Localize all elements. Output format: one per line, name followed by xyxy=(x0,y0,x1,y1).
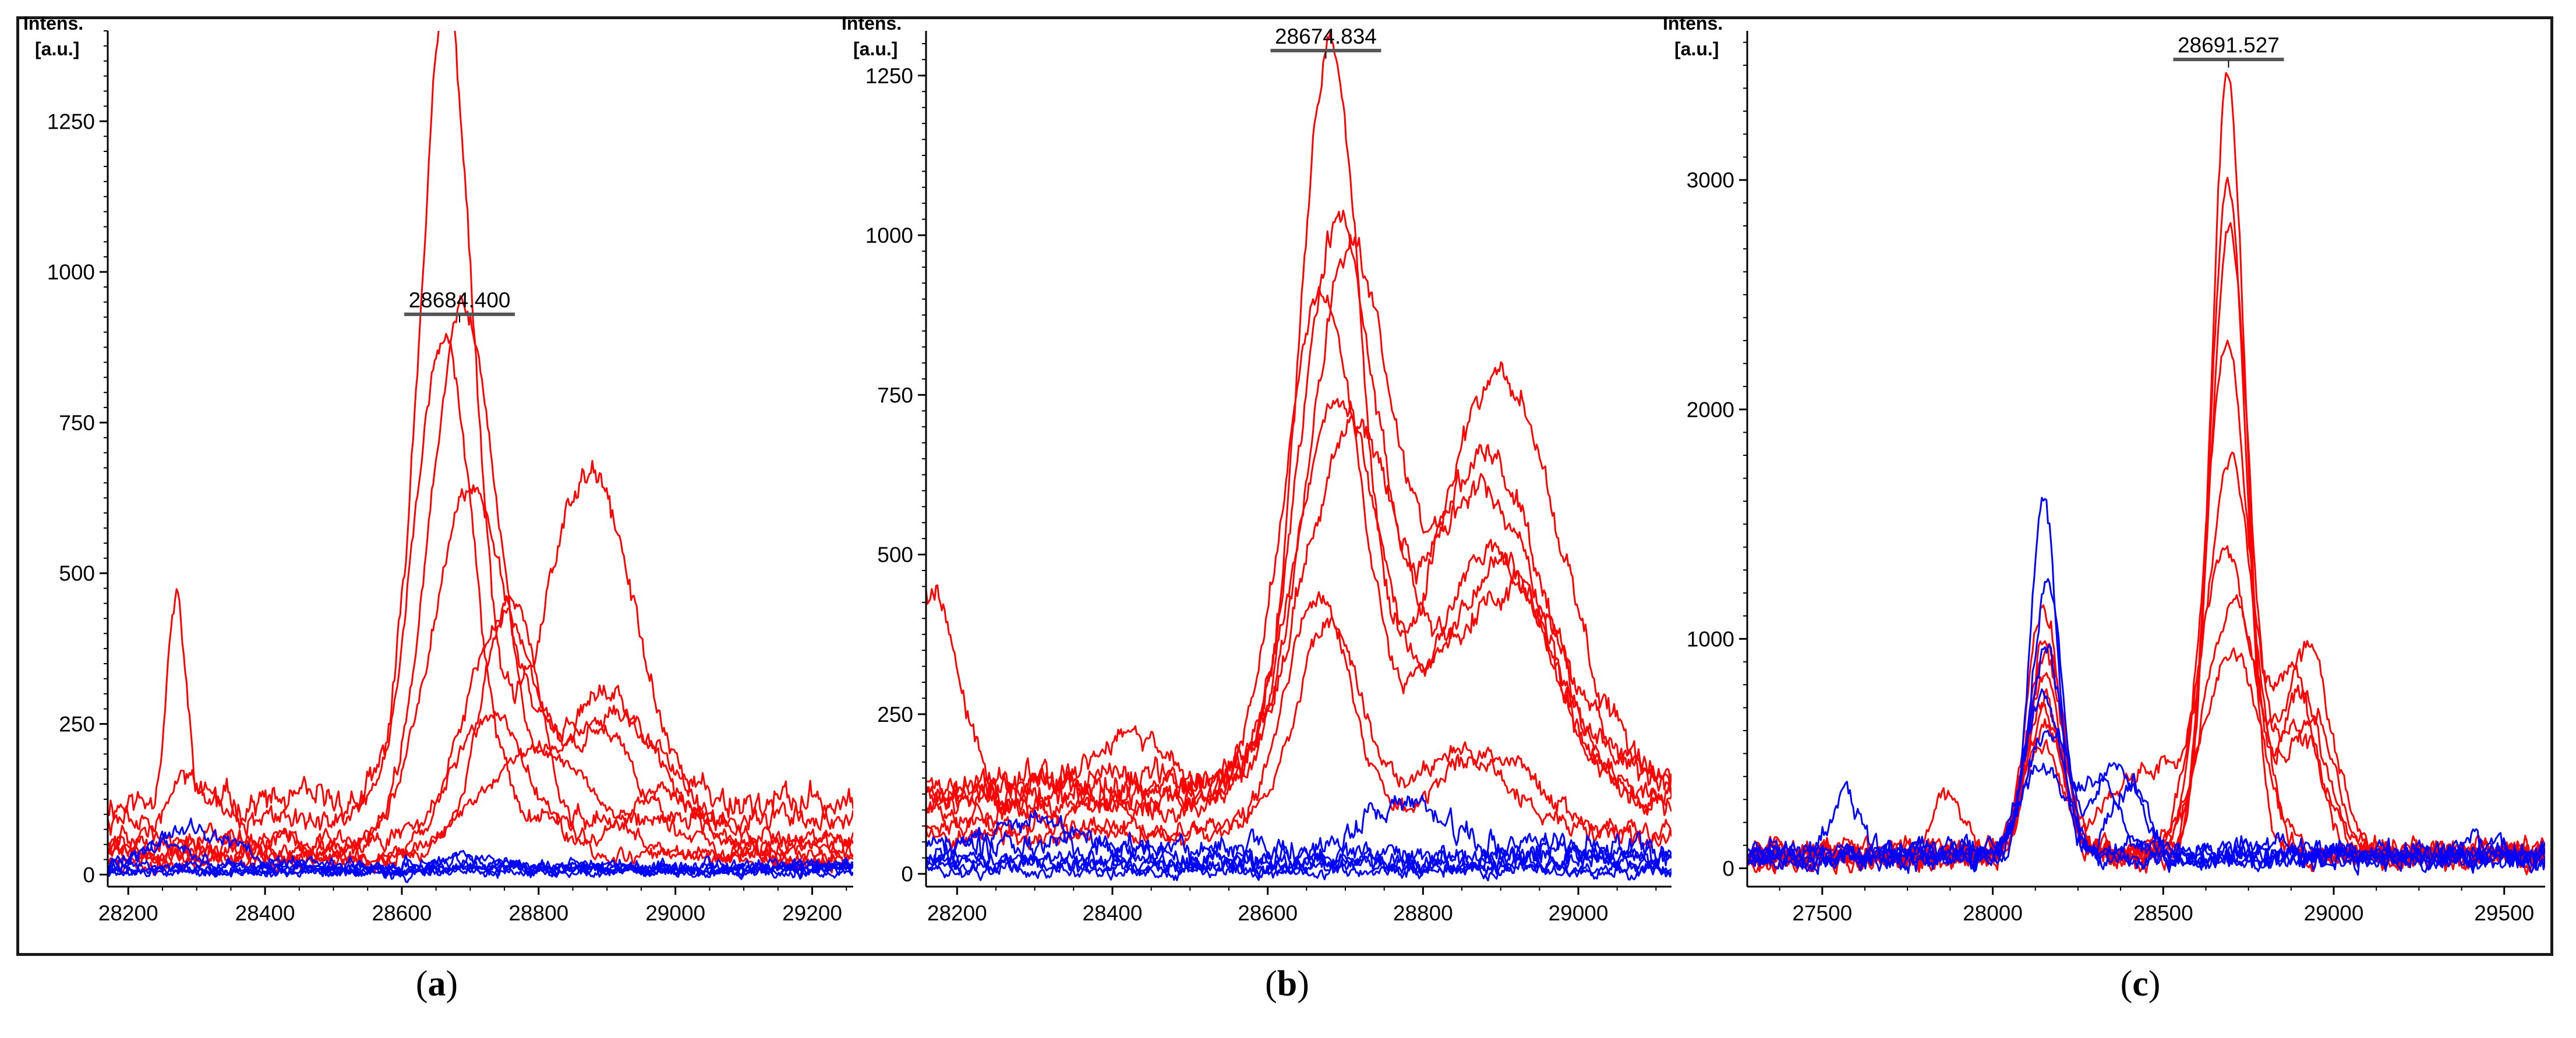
series-line xyxy=(108,607,853,855)
panel-letter-b: (b) xyxy=(1265,964,1309,1004)
series-line xyxy=(926,415,1672,809)
series-line xyxy=(926,398,1672,828)
peak-annotation-label: 28674.834 xyxy=(1275,24,1377,48)
series-line xyxy=(926,210,1672,810)
series-line xyxy=(1747,497,2545,873)
y-tick-label: 1000 xyxy=(47,260,95,284)
series-line xyxy=(1747,222,2545,873)
y-tick-label: 3000 xyxy=(1687,168,1734,192)
series-line xyxy=(1747,176,2545,872)
y-unit-label-line1: Intens. xyxy=(23,13,83,34)
y-tick-label: 1250 xyxy=(865,64,913,88)
series-line xyxy=(108,295,853,869)
series-line xyxy=(1747,451,2545,875)
series-line xyxy=(926,616,1672,846)
peak-annotation-label: 28684.400 xyxy=(409,288,511,312)
series-line xyxy=(108,31,853,823)
y-tick-label: 1250 xyxy=(47,109,95,133)
x-tick-label: 29200 xyxy=(782,901,842,925)
x-tick-label: 29000 xyxy=(645,901,705,925)
series-line xyxy=(1747,578,2545,872)
series-line xyxy=(926,286,1672,823)
x-tick-label: 28000 xyxy=(1963,901,2023,925)
series-line xyxy=(1747,763,2545,874)
series-line xyxy=(108,332,853,838)
series-line xyxy=(926,832,1672,878)
x-tick-label: 28600 xyxy=(1238,901,1298,925)
y-unit-label-line2: [a.u.] xyxy=(35,38,79,59)
x-tick-label: 28200 xyxy=(98,901,158,925)
panel-letter-c: (c) xyxy=(2120,964,2161,1004)
y-tick-label: 0 xyxy=(1722,856,1734,880)
x-tick-label: 29000 xyxy=(1549,901,1609,925)
y-tick-label: 500 xyxy=(59,562,95,586)
y-tick-label: 2000 xyxy=(1687,398,1734,421)
y-unit-label-line1: Intens. xyxy=(842,13,902,34)
x-tick-label: 28500 xyxy=(2133,901,2193,925)
y-tick-label: 1000 xyxy=(1687,627,1734,651)
y-tick-label: 250 xyxy=(59,712,95,736)
chart-panel-c: Intens. [a.u.] 0 1000 2000 3000 27500 28000 2850… xyxy=(1663,13,2545,925)
y-tick-label: 0 xyxy=(901,862,913,886)
peak-annotation-label: 28691.527 xyxy=(2178,33,2280,57)
y-unit-label-line2: [a.u.] xyxy=(853,38,897,59)
x-tick-label: 28400 xyxy=(1083,901,1143,925)
x-tick-label: 29500 xyxy=(2474,901,2534,925)
y-tick-label: 250 xyxy=(877,703,913,727)
y-tick-label: 500 xyxy=(877,543,913,567)
series-line xyxy=(1747,72,2545,874)
x-tick-label: 28600 xyxy=(372,901,432,925)
x-tick-label: 28800 xyxy=(1393,901,1453,925)
chart-panel-b: Intens. [a.u.] 0 250 500 750 1000 1250 28200 2840… xyxy=(842,13,1672,925)
y-tick-label: 0 xyxy=(83,863,95,887)
y-unit-label-line1: Intens. xyxy=(1663,13,1723,34)
series-line xyxy=(108,857,853,880)
x-tick-label: 28400 xyxy=(235,901,295,925)
x-tick-label: 29000 xyxy=(2304,901,2364,925)
panel-letter-a: (a) xyxy=(415,964,458,1004)
y-unit-label-line2: [a.u.] xyxy=(1674,38,1719,59)
y-tick-label: 750 xyxy=(877,383,913,407)
series-line xyxy=(108,743,853,874)
series-line xyxy=(108,484,853,862)
x-tick-label: 27500 xyxy=(1792,901,1852,925)
series-line xyxy=(926,856,1672,882)
x-tick-label: 28200 xyxy=(927,901,987,925)
chart-panel-a: Intens. [a.u.] 0 250 500 750 1000 1250 28200 2840… xyxy=(23,13,853,925)
figure-frame xyxy=(16,16,2553,956)
y-tick-label: 750 xyxy=(59,411,95,435)
series-line xyxy=(1747,339,2545,874)
y-tick-label: 1000 xyxy=(865,224,913,247)
series-line xyxy=(108,849,853,878)
series-line xyxy=(108,711,853,876)
x-tick-label: 28800 xyxy=(508,901,568,925)
series-line xyxy=(926,809,1672,874)
series-line xyxy=(926,233,1672,814)
